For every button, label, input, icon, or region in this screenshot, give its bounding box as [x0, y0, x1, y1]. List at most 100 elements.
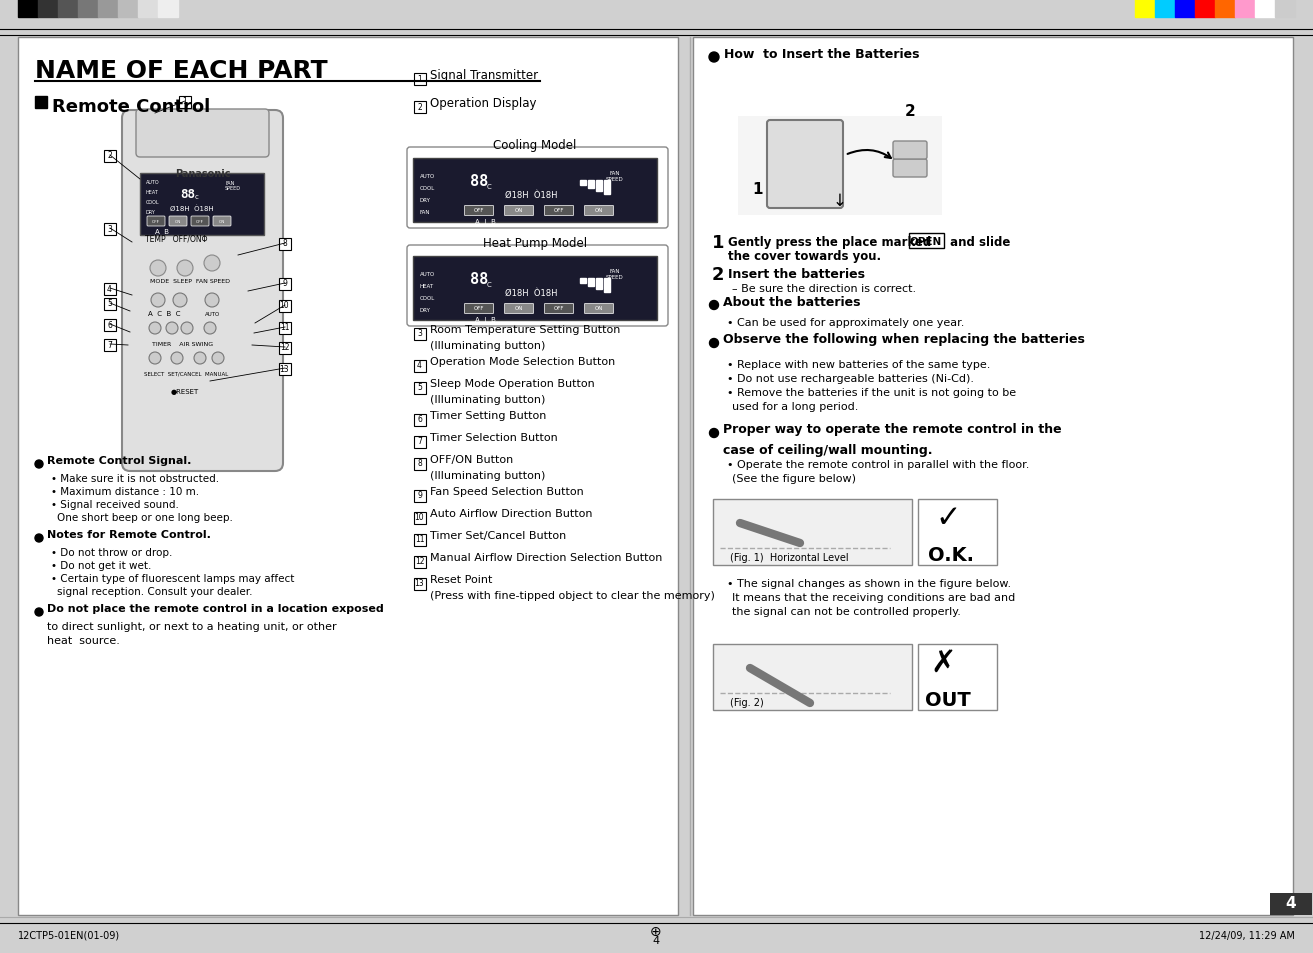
Text: How  to Insert the Batteries: How to Insert the Batteries — [723, 48, 919, 60]
Text: FAN
SPEED: FAN SPEED — [607, 269, 624, 280]
Text: AUTO: AUTO — [420, 272, 435, 276]
FancyBboxPatch shape — [407, 246, 668, 327]
Bar — [58, 0, 77, 18]
FancyBboxPatch shape — [140, 173, 264, 235]
Text: 2: 2 — [418, 102, 421, 112]
Text: and slide: and slide — [945, 235, 1011, 249]
Text: ON: ON — [515, 209, 523, 213]
Bar — [604, 181, 611, 194]
FancyBboxPatch shape — [122, 111, 284, 472]
Text: case of ceiling/wall mounting.: case of ceiling/wall mounting. — [723, 443, 932, 456]
Text: Timer Setting Button: Timer Setting Button — [429, 411, 546, 420]
Text: ON: ON — [595, 209, 603, 213]
Text: (Fig. 1)  Horizontal Level: (Fig. 1) Horizontal Level — [730, 553, 848, 562]
Text: • The signal changes as shown in the figure below.: • The signal changes as shown in the fig… — [727, 578, 1011, 588]
Text: OUT: OUT — [924, 690, 970, 709]
Text: signal reception. Consult your dealer.: signal reception. Consult your dealer. — [56, 586, 252, 597]
Text: COOL: COOL — [420, 295, 435, 301]
Text: OFF: OFF — [554, 306, 565, 312]
Text: Gently press the place marked: Gently press the place marked — [727, 235, 931, 249]
FancyBboxPatch shape — [278, 300, 290, 313]
FancyBboxPatch shape — [584, 304, 613, 314]
Text: Insert the batteries: Insert the batteries — [727, 268, 865, 281]
FancyBboxPatch shape — [104, 339, 116, 351]
Text: (Illuminating button): (Illuminating button) — [429, 471, 545, 480]
Text: 7: 7 — [418, 437, 421, 446]
Text: 6: 6 — [418, 416, 421, 424]
Circle shape — [148, 353, 161, 365]
Circle shape — [171, 353, 183, 365]
Text: OFF: OFF — [474, 209, 484, 213]
Text: Heat Pump Model: Heat Pump Model — [483, 237, 587, 251]
Text: 4: 4 — [418, 361, 421, 370]
Text: • Maximum distance : 10 m.: • Maximum distance : 10 m. — [51, 486, 200, 497]
Text: 1: 1 — [418, 74, 421, 84]
FancyBboxPatch shape — [713, 644, 913, 710]
FancyBboxPatch shape — [504, 206, 533, 216]
Text: Ø18H  Ò18H: Ø18H Ò18H — [506, 191, 558, 200]
Text: the signal can not be controlled properly.: the signal can not be controlled properl… — [733, 606, 961, 617]
Text: HEAT: HEAT — [420, 284, 435, 289]
FancyBboxPatch shape — [179, 96, 190, 109]
Bar — [596, 181, 601, 192]
Text: • Operate the remote control in parallel with the floor.: • Operate the remote control in parallel… — [727, 459, 1029, 470]
Text: 2: 2 — [712, 266, 725, 284]
FancyBboxPatch shape — [278, 322, 290, 335]
Circle shape — [35, 535, 43, 542]
Text: Ø18H  Ò18H: Ø18H Ò18H — [169, 206, 214, 213]
Text: Timer Set/Cancel Button: Timer Set/Cancel Button — [429, 531, 566, 540]
Text: • Do not get it wet.: • Do not get it wet. — [51, 560, 151, 571]
FancyBboxPatch shape — [147, 216, 165, 227]
Bar — [596, 278, 601, 290]
Circle shape — [35, 608, 43, 617]
Text: 2: 2 — [905, 104, 915, 119]
Text: A  B: A B — [155, 229, 169, 234]
Text: (See the figure below): (See the figure below) — [733, 474, 856, 483]
Bar — [1155, 0, 1175, 18]
FancyBboxPatch shape — [407, 148, 668, 229]
Text: 12CTP5-01EN(01-09): 12CTP5-01EN(01-09) — [18, 930, 119, 940]
Circle shape — [204, 255, 221, 272]
Text: Room Temperature Setting Button: Room Temperature Setting Button — [429, 325, 620, 335]
FancyBboxPatch shape — [414, 512, 425, 524]
Text: 88: 88 — [470, 272, 488, 287]
Text: 4: 4 — [1285, 896, 1296, 910]
Bar — [1134, 0, 1155, 18]
Text: 12/24/09, 11:29 AM: 12/24/09, 11:29 AM — [1199, 930, 1295, 940]
Bar — [1175, 0, 1195, 18]
FancyBboxPatch shape — [18, 38, 678, 915]
Text: 9: 9 — [282, 279, 288, 288]
Text: A  C  B  C: A C B C — [148, 311, 180, 316]
Text: • Certain type of fluorescent lamps may affect: • Certain type of fluorescent lamps may … — [51, 574, 294, 583]
Text: 5: 5 — [108, 299, 112, 308]
Text: 6: 6 — [108, 320, 112, 329]
Text: • Make sure it is not obstructed.: • Make sure it is not obstructed. — [51, 474, 219, 483]
Text: Signal Transmitter: Signal Transmitter — [429, 69, 538, 81]
FancyBboxPatch shape — [104, 223, 116, 235]
Circle shape — [204, 323, 217, 335]
FancyBboxPatch shape — [414, 159, 656, 223]
Text: ↓: ↓ — [832, 192, 847, 210]
Text: DRY: DRY — [146, 210, 156, 214]
Text: Manual Airflow Direction Selection Button: Manual Airflow Direction Selection Butto… — [429, 553, 662, 562]
Text: OFF: OFF — [152, 220, 160, 224]
Text: the cover towards you.: the cover towards you. — [727, 250, 881, 263]
FancyBboxPatch shape — [414, 360, 425, 372]
Text: HEAT: HEAT — [146, 190, 159, 194]
Text: 5: 5 — [418, 383, 421, 392]
Circle shape — [194, 353, 206, 365]
Text: A  |  B: A | B — [475, 219, 496, 226]
Bar — [18, 0, 38, 18]
Text: DRY: DRY — [420, 308, 431, 313]
FancyBboxPatch shape — [545, 304, 574, 314]
Circle shape — [148, 323, 161, 335]
Text: OPEN: OPEN — [910, 236, 943, 247]
Text: It means that the receiving conditions are bad and: It means that the receiving conditions a… — [733, 593, 1015, 602]
FancyBboxPatch shape — [104, 283, 116, 295]
Text: About the batteries: About the batteries — [723, 295, 860, 308]
Text: OFF: OFF — [474, 306, 484, 312]
Text: 10: 10 — [280, 301, 289, 310]
Text: 3: 3 — [418, 329, 421, 338]
FancyBboxPatch shape — [918, 644, 997, 710]
Bar — [588, 278, 593, 287]
